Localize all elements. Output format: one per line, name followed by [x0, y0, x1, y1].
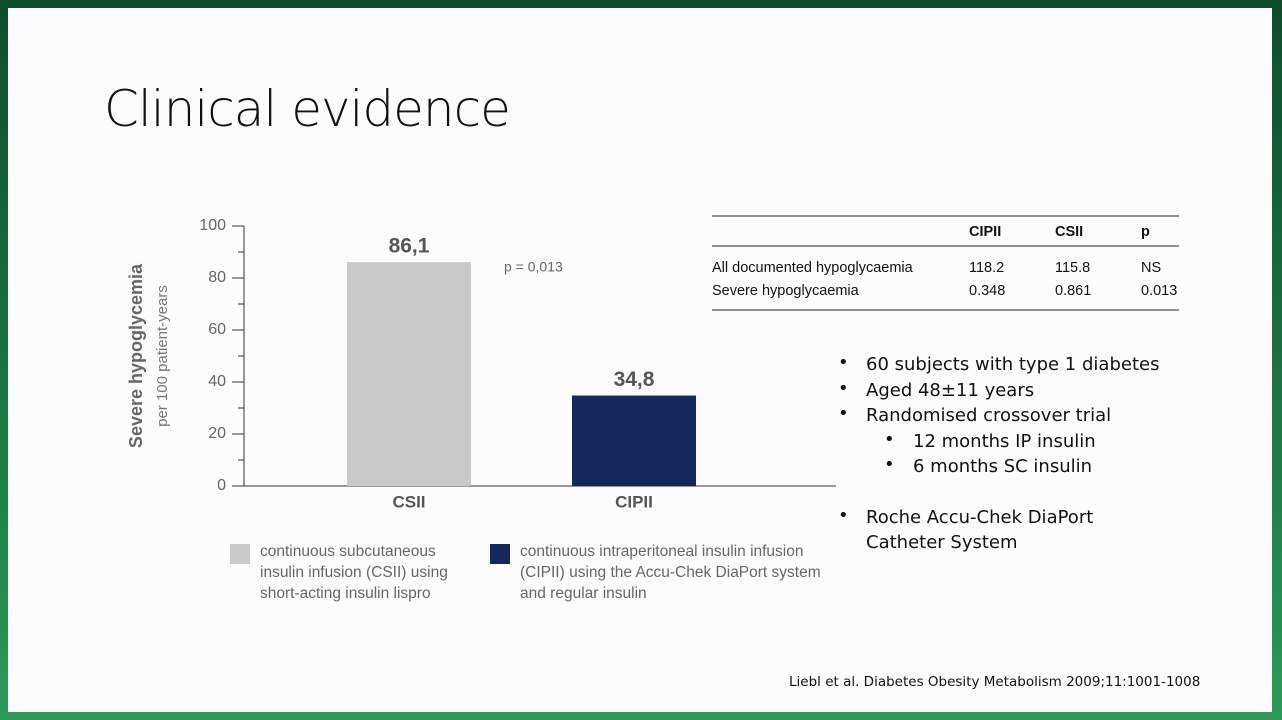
y-axis-subtitle: per 100 patient-years: [154, 285, 171, 427]
legend-swatch: [490, 544, 510, 564]
value-label: 34,8: [614, 368, 655, 391]
y-tick-label: 20: [208, 425, 226, 442]
bullet-marker: •: [838, 352, 849, 373]
bar: [347, 262, 471, 486]
table-cell: NS: [1141, 260, 1162, 276]
legend-label: continuous intraperitoneal insulin infus…: [520, 543, 821, 602]
y-axis-title: Severe hypoglycemia: [126, 263, 146, 448]
bullet-text: 60 subjects with type 1 diabetes: [866, 354, 1160, 375]
table-header: CIPII: [969, 224, 1002, 240]
y-tick-label: 0: [217, 477, 226, 494]
table-cell: 115.8: [1055, 260, 1091, 276]
annotation: p = 0,013: [504, 259, 563, 275]
table-cell: 0.013: [1141, 283, 1178, 299]
bullet-text: 6 months SC insulin: [913, 456, 1093, 477]
y-tick-label: 80: [208, 269, 226, 286]
bullet-marker: •: [838, 403, 849, 424]
y-tick-label: 40: [208, 373, 226, 390]
bullet-marker: •: [884, 428, 895, 450]
table-row-label: All documented hypoglycaemia: [712, 260, 913, 276]
table-header: p: [1141, 224, 1150, 240]
x-tick-label: CIPII: [615, 492, 653, 511]
x-tick-label: CSII: [392, 492, 425, 511]
slide: [8, 8, 1272, 712]
bullet-marker: •: [838, 377, 849, 399]
bullet-marker: •: [838, 504, 849, 526]
bullet-text: Roche Accu-Chek DiaPort Catheter System: [866, 506, 1094, 554]
y-tick-label: 100: [199, 217, 226, 234]
table-cell: 118.2: [969, 260, 1005, 276]
bullet-text: Aged 48±11 years: [866, 379, 1035, 401]
y-tick-label: 60: [208, 321, 226, 338]
table-cell: 0.348: [969, 283, 1006, 299]
bar: [572, 395, 696, 486]
value-label: 86,1: [389, 235, 430, 258]
table-header: CSII: [1055, 224, 1084, 240]
citation: Liebl et al. Diabetes Obesity Metabolism…: [789, 674, 1201, 690]
bullet-text: 12 months IP insulin: [913, 430, 1096, 452]
table-cell: 0.861: [1055, 283, 1092, 299]
table-row-label: Severe hypoglycaemia: [712, 283, 859, 299]
bullet-text: Randomised crossover trial: [866, 405, 1112, 426]
legend-swatch: [230, 544, 250, 564]
legend-label: continuous subcutaneous insulin infusion…: [260, 543, 448, 602]
slide-title: Clinical evidence: [104, 80, 511, 138]
bullet-marker: •: [884, 454, 895, 475]
